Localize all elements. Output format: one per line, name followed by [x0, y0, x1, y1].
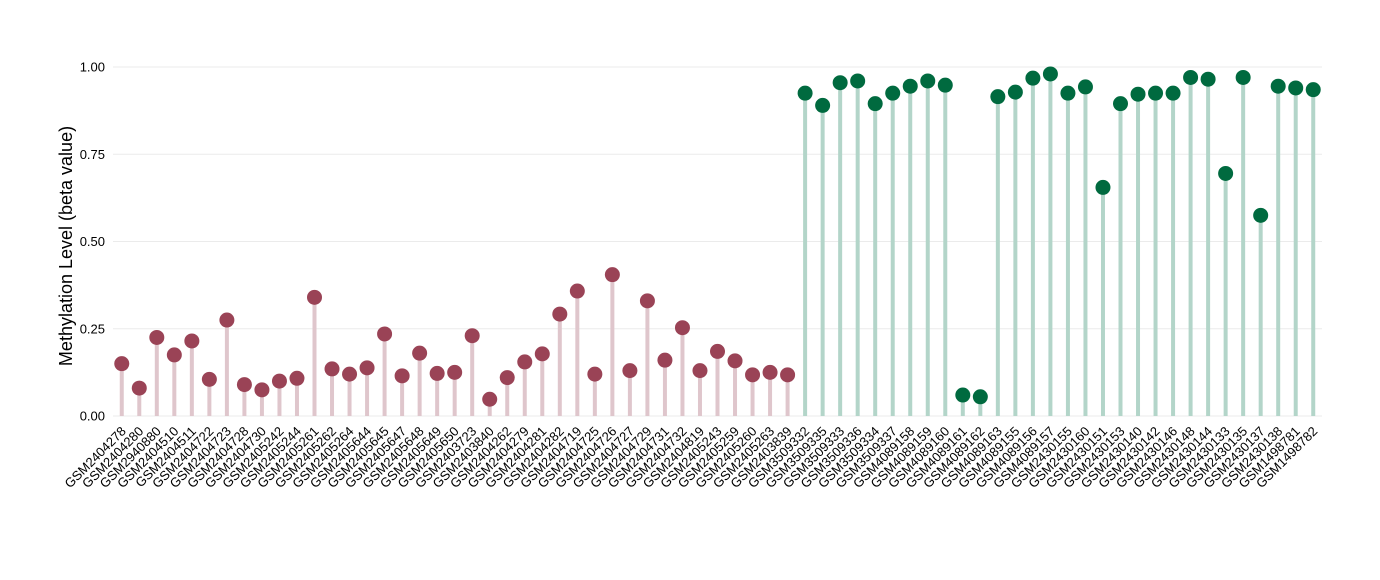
dot [885, 85, 901, 101]
dot [1077, 79, 1093, 95]
dot [710, 343, 725, 359]
dot [622, 363, 638, 379]
dot [1165, 85, 1181, 101]
dot [1218, 165, 1234, 181]
dot [1148, 85, 1164, 101]
dot [1235, 69, 1251, 85]
dot [955, 387, 971, 403]
dot [1253, 207, 1269, 223]
dot [867, 96, 883, 112]
dot [745, 367, 761, 383]
dot [1270, 78, 1286, 94]
dot [727, 353, 743, 369]
dot [1183, 69, 1199, 85]
dot [552, 306, 568, 322]
dot [937, 77, 953, 93]
dot [219, 312, 235, 328]
dot [780, 367, 796, 383]
dot [534, 346, 550, 362]
dot [1007, 84, 1023, 100]
dot [184, 333, 200, 349]
dot [1130, 86, 1146, 102]
dot [324, 361, 340, 377]
dot [114, 356, 130, 372]
dot [1042, 66, 1058, 82]
dot [569, 283, 585, 299]
dot [271, 373, 287, 389]
dot [377, 326, 393, 342]
dot [604, 267, 620, 283]
dot [1025, 70, 1041, 86]
dot [447, 364, 463, 380]
dot [482, 391, 498, 407]
dot [131, 380, 147, 396]
dot [1305, 82, 1321, 98]
y-tick-label: 0.25 [80, 321, 105, 336]
dot [1288, 80, 1304, 96]
dot [797, 85, 813, 101]
dot [850, 73, 866, 89]
dot [499, 370, 515, 386]
dot [832, 75, 848, 91]
dot [639, 293, 655, 309]
dot [394, 368, 410, 384]
dot [990, 89, 1006, 105]
dot [587, 366, 603, 382]
dot [692, 363, 708, 379]
y-tick-label: 1.00 [80, 60, 105, 75]
dot [1095, 179, 1111, 195]
dot [412, 345, 428, 361]
dot [972, 389, 988, 405]
dot [166, 347, 182, 363]
dot [464, 328, 480, 344]
dot [307, 289, 322, 305]
dot [149, 329, 165, 345]
dot [342, 366, 358, 382]
y-tick-label: 0.00 [80, 409, 105, 424]
dot [1113, 96, 1128, 112]
dot [1200, 71, 1216, 87]
dot [902, 78, 918, 94]
dot [254, 382, 270, 398]
y-axis-title: Methylation Level (beta value) [56, 126, 76, 366]
dot [236, 377, 252, 393]
dot [674, 320, 690, 336]
dot [289, 370, 305, 386]
dot [517, 354, 533, 370]
dot [762, 364, 778, 380]
dot [815, 97, 831, 113]
dot [1060, 85, 1076, 101]
dot [920, 73, 936, 89]
y-tick-label: 0.75 [80, 147, 105, 162]
dot [657, 352, 673, 368]
dot [359, 360, 375, 376]
dot [201, 371, 217, 387]
dot [429, 365, 445, 381]
y-tick-label: 0.50 [80, 234, 105, 249]
